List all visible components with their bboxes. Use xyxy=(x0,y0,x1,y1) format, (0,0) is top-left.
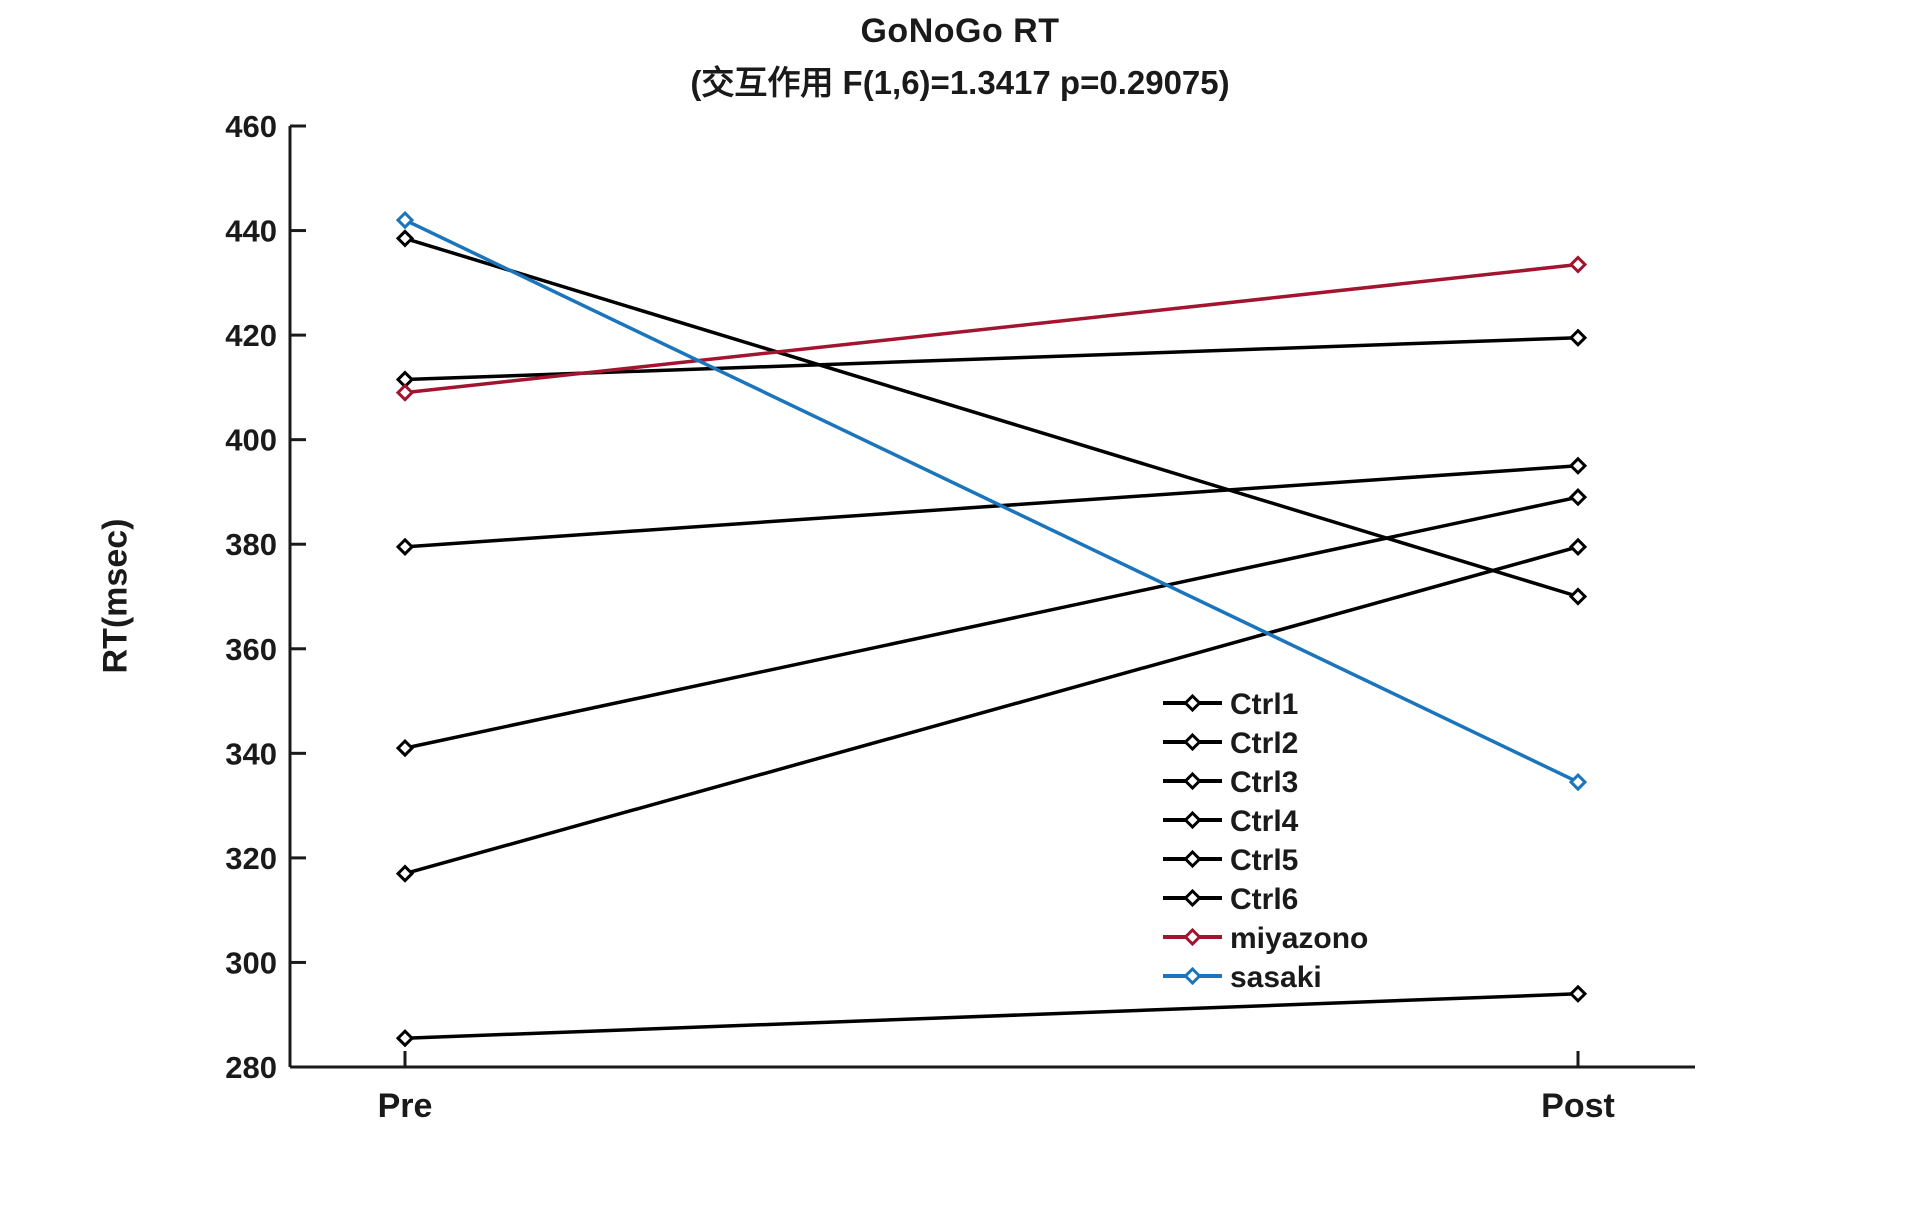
legend-label: sasaki xyxy=(1230,961,1322,994)
legend-label: Ctrl3 xyxy=(1230,766,1298,799)
legend-label: miyazono xyxy=(1230,922,1368,955)
data-point-marker-Ctrl1 xyxy=(1568,587,1588,606)
series-line-Ctrl3 xyxy=(404,464,1579,549)
series-line-miyazono xyxy=(404,262,1579,395)
y-tick-label: 320 xyxy=(225,841,277,876)
y-tick-label: 340 xyxy=(225,736,277,771)
y-tick-label: 380 xyxy=(225,527,277,562)
legend-label: Ctrl5 xyxy=(1230,844,1298,877)
data-point-marker-miyazono xyxy=(1568,255,1588,274)
legend-label: Ctrl1 xyxy=(1230,688,1298,721)
diamond-marker-icon xyxy=(1183,927,1202,947)
series-line-sasaki xyxy=(404,218,1579,784)
data-point-marker-Ctrl2 xyxy=(1568,328,1588,347)
data-point-marker-sasaki xyxy=(1568,772,1588,792)
data-point-marker-Ctrl5 xyxy=(395,864,415,883)
data-point-marker-Ctrl6 xyxy=(395,1029,415,1048)
y-tick-label: 360 xyxy=(225,632,277,667)
y-tick-label: 440 xyxy=(225,214,277,249)
x-tick-label: Post xyxy=(1541,1087,1615,1125)
data-point-marker-Ctrl3 xyxy=(1568,456,1588,475)
diamond-marker-icon xyxy=(1183,849,1202,869)
data-point-marker-Ctrl4 xyxy=(1568,488,1588,507)
diamond-marker-icon xyxy=(1183,966,1202,986)
y-tick-label: 300 xyxy=(225,945,277,980)
data-point-marker-Ctrl3 xyxy=(395,537,415,556)
data-point-marker-Ctrl6 xyxy=(1568,984,1588,1003)
y-tick-label: 460 xyxy=(225,109,277,144)
x-tick-label: Pre xyxy=(378,1087,433,1125)
legend-label: Ctrl2 xyxy=(1230,727,1298,760)
diamond-marker-icon xyxy=(1183,888,1202,908)
diamond-marker-icon xyxy=(1183,732,1202,752)
series-line-Ctrl4 xyxy=(404,495,1579,750)
chart-title: GoNoGo RT xyxy=(860,12,1060,50)
data-point-marker-Ctrl5 xyxy=(1568,537,1588,556)
diamond-marker-icon xyxy=(1183,693,1202,713)
data-point-marker-Ctrl1 xyxy=(395,229,415,248)
y-tick-label: 420 xyxy=(225,318,277,353)
diamond-marker-icon xyxy=(1183,810,1202,830)
data-point-marker-miyazono xyxy=(395,383,415,402)
diamond-marker-icon xyxy=(1183,771,1202,791)
chart-subtitle: (交互作用 F(1,6)=1.3417 p=0.29075) xyxy=(690,64,1230,101)
data-point-marker-Ctrl4 xyxy=(395,738,415,758)
legend-label: Ctrl4 xyxy=(1230,805,1299,838)
series-line-Ctrl6 xyxy=(404,992,1579,1040)
y-tick-label: 280 xyxy=(225,1050,277,1085)
series-line-Ctrl5 xyxy=(404,545,1579,876)
legend-label: Ctrl6 xyxy=(1230,883,1298,916)
data-point-marker-sasaki xyxy=(395,210,415,230)
y-tick-label: 400 xyxy=(225,423,277,458)
series-line-Ctrl1 xyxy=(404,236,1579,599)
